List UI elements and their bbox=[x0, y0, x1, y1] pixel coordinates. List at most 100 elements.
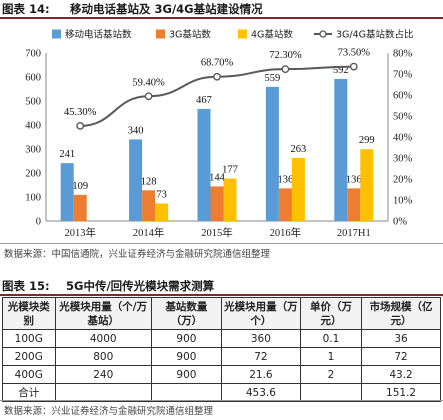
bar-data-label: 467 bbox=[196, 95, 212, 106]
ratio-data-label: 72.30% bbox=[269, 50, 302, 61]
table-cell: 合计 bbox=[2, 383, 56, 402]
figure-title: 5G中传/回传光模块需求测算 bbox=[66, 279, 215, 293]
col-header: 基站数量（万） bbox=[150, 297, 222, 330]
bar-data-label: 299 bbox=[359, 135, 375, 146]
y2-tick-label: 50% bbox=[393, 112, 413, 123]
y2-tick-label: 20% bbox=[393, 175, 413, 186]
bar-4g bbox=[360, 149, 374, 221]
bar-base-station bbox=[265, 86, 279, 221]
bar-data-label: 340 bbox=[128, 125, 144, 136]
table-cell: 453.6 bbox=[220, 383, 301, 402]
bar-data-label: 73 bbox=[156, 189, 167, 200]
table-cell: 72 bbox=[220, 347, 301, 366]
table-cell: 4000 bbox=[54, 329, 152, 348]
table-header-row: 光模块类别 光模块用量（个/万基站） 基站数量（万） 光模块用量（万个） 单价（… bbox=[2, 297, 441, 330]
y-tick-label: 600 bbox=[25, 73, 41, 84]
table-cell: 21.6 bbox=[220, 365, 301, 384]
ratio-point bbox=[349, 62, 358, 71]
ratio-point bbox=[144, 92, 153, 101]
bar-data-label: 241 bbox=[59, 149, 75, 160]
table-cell: 200G bbox=[2, 347, 56, 366]
y-tick-label: 400 bbox=[25, 121, 41, 132]
y2-tick-label: 30% bbox=[393, 154, 413, 165]
bar-3g bbox=[347, 188, 361, 221]
table-cell: 900 bbox=[150, 329, 222, 348]
table-cell: 1 bbox=[299, 347, 363, 366]
table-cell: 900 bbox=[150, 365, 222, 384]
y2-tick-label: 0% bbox=[393, 217, 407, 228]
table-row: 100G 4000 900 360 0.1 36 bbox=[2, 329, 441, 348]
table-cell: 36 bbox=[361, 329, 441, 348]
table-cell: 240 bbox=[54, 365, 152, 384]
x-tick-label: 2014年 bbox=[133, 226, 165, 239]
y-tick-label: 100 bbox=[25, 193, 41, 204]
table-row: 200G 800 900 72 1 72 bbox=[2, 347, 441, 366]
base-station-chart: 0 100 200 300 400 500 600 700 0% 10% 20% 30% 40% 50% 6… bbox=[25, 29, 414, 240]
y-tick-label: 0 bbox=[36, 217, 41, 228]
table-cell bbox=[299, 383, 363, 402]
y-tick-label: 700 bbox=[25, 49, 41, 60]
bar-data-label: 559 bbox=[265, 73, 281, 84]
figure-title: 移动电话基站及 3G/4G基站建设情况 bbox=[70, 2, 263, 16]
table-cell: 100G bbox=[2, 329, 56, 348]
col-header: 光模块用量（万个） bbox=[220, 297, 301, 330]
x-tick-label: 2016年 bbox=[270, 226, 302, 239]
legend-label: 3G/4G基站数占比 bbox=[336, 29, 414, 41]
table-row: 400G 240 900 21.6 2 43.2 bbox=[2, 365, 441, 384]
ratio-data-label: 45.30% bbox=[64, 107, 97, 118]
table-row: 合计 453.6 151.2 bbox=[2, 383, 441, 402]
divider bbox=[0, 400, 443, 401]
y2-tick-label: 60% bbox=[393, 91, 413, 102]
y-tick-label: 500 bbox=[25, 97, 41, 108]
bar-data-label: 263 bbox=[291, 144, 307, 155]
table-cell: 72 bbox=[361, 347, 441, 366]
figure-15-source: 数据来源：兴业证券经济与金融研究院通信组整理 bbox=[4, 406, 214, 417]
bar-base-station bbox=[197, 108, 211, 221]
col-header: 市场规模（亿元） bbox=[361, 297, 441, 330]
ratio-data-label: 59.40% bbox=[132, 77, 165, 88]
x-tick-label: 2017H1 bbox=[337, 228, 371, 239]
ratio-data-label: 73.50% bbox=[338, 48, 371, 59]
figure-label: 图表 15: bbox=[2, 279, 50, 293]
ratio-point bbox=[76, 121, 85, 130]
ratio-point bbox=[281, 65, 290, 74]
table-cell: 800 bbox=[54, 347, 152, 366]
legend-swatch-marker bbox=[319, 30, 327, 38]
legend-swatch bbox=[238, 29, 247, 39]
figure-14-header: 图表 14: 移动电话基站及 3G/4G基站建设情况 bbox=[0, 0, 443, 19]
x-tick-label: 2013年 bbox=[64, 226, 96, 239]
divider bbox=[0, 243, 443, 244]
bar-3g bbox=[142, 190, 156, 221]
legend-label: 3G基站数 bbox=[169, 29, 211, 41]
table-cell: 0.1 bbox=[299, 329, 363, 348]
bar-data-label: 109 bbox=[72, 181, 88, 192]
col-header: 光模块用量（个/万基站） bbox=[54, 297, 152, 330]
bar-data-label: 592 bbox=[333, 65, 349, 76]
table-cell: 151.2 bbox=[361, 383, 441, 402]
bar-data-label: 128 bbox=[141, 176, 157, 187]
bar-3g bbox=[210, 186, 224, 221]
bar-data-label: 177 bbox=[222, 165, 238, 176]
figure-label: 图表 14: bbox=[2, 2, 50, 16]
bar-base-station bbox=[60, 163, 74, 221]
table-cell: 360 bbox=[220, 329, 301, 348]
y2-tick-label: 10% bbox=[393, 196, 413, 207]
table-cell: 900 bbox=[150, 347, 222, 366]
legend-label: 移动电话基站数 bbox=[65, 29, 132, 41]
ratio-point bbox=[213, 72, 221, 81]
bar-data-label: 136 bbox=[346, 174, 362, 185]
ratio-data-label: 68.70% bbox=[201, 58, 234, 69]
bar-4g bbox=[291, 157, 305, 221]
figure-14-source: 数据来源：中国信通院，兴业证券经济与金融研究院通信组整理 bbox=[4, 249, 271, 260]
table-cell: 43.2 bbox=[361, 365, 441, 384]
table-cell bbox=[150, 383, 222, 402]
y2-tick-label: 70% bbox=[393, 70, 413, 81]
y-tick-label: 200 bbox=[25, 169, 41, 180]
col-header: 光模块类别 bbox=[2, 297, 56, 330]
bar-base-station bbox=[129, 139, 143, 221]
figure-15-header: 图表 15: 5G中传/回传光模块需求测算 bbox=[0, 277, 443, 296]
bar-base-station bbox=[334, 78, 348, 221]
y2-tick-label: 80% bbox=[393, 49, 413, 60]
table-cell: 400G bbox=[2, 365, 56, 384]
legend-swatch bbox=[156, 29, 165, 39]
